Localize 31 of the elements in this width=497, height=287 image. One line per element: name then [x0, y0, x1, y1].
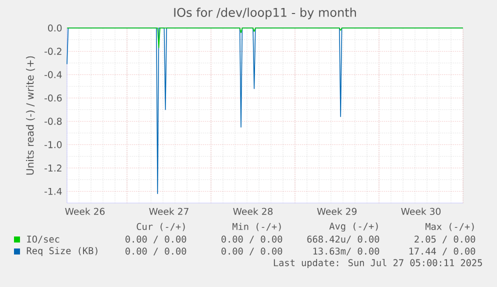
- y-tick-label: -0.6: [44, 94, 62, 102]
- y-tick-label: -1.4: [44, 188, 62, 195]
- text: Avg (-/+): [329, 222, 378, 232]
- x-tick-label: Week 28: [233, 208, 273, 215]
- text: 0.00 / 0.00: [222, 236, 282, 244]
- text: Max (-/+): [426, 222, 474, 232]
- text: 0.00 / 0.00: [126, 236, 186, 244]
- y-tick-label: 0.0: [48, 24, 62, 32]
- legend-label: IO/sec: [27, 236, 60, 244]
- x-tick-label: Week 30: [401, 208, 441, 215]
- text: 0.00 / 0.00: [126, 248, 186, 256]
- text: Min (-/+): [232, 222, 281, 232]
- y-tick-label: -0.8: [44, 118, 62, 125]
- text: 668.42u/ 0.00: [307, 236, 380, 244]
- text: 2.05 / 0.00: [414, 236, 476, 244]
- line-series: [66, 28, 464, 48]
- x-tick-label: Week 29: [317, 208, 357, 215]
- y-tick-label: -1.2: [44, 164, 62, 172]
- y-tick-label: -0.2: [44, 48, 62, 55]
- y-tick-label: -1.0: [44, 141, 62, 148]
- y-axis-title: Units read (-) / write (+): [26, 56, 35, 175]
- text: Cur (-/+): [136, 222, 185, 232]
- x-tick-label: Week 27: [149, 208, 188, 215]
- text: 13.63m/ 0.00: [313, 248, 380, 256]
- text: 0.00 / 0.00: [222, 248, 282, 256]
- chart-title: IOs for /dev/loop11 - by month: [174, 8, 356, 20]
- x-tick-label: Week 26: [65, 208, 105, 215]
- text: Last update: Sun Jul 27 05:00:11 2025: [274, 258, 482, 268]
- y-tick-label: -0.4: [44, 71, 62, 78]
- text: 17.44 / 0.00: [409, 248, 476, 256]
- legend-label: Req Size (KB): [26, 246, 98, 256]
